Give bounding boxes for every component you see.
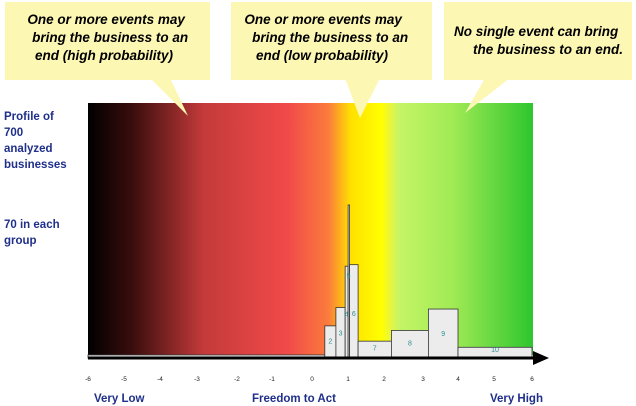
x-tick-label: 6 — [530, 376, 534, 383]
risk-gradient-background — [88, 103, 533, 355]
group-size-label: 70 in each group — [4, 219, 63, 247]
x-axis-right-end-label: Very High — [490, 393, 543, 405]
histogram-bars — [87, 204, 533, 359]
histogram-bar-label-2: 2 — [328, 339, 332, 346]
x-tick-label: 1 — [346, 376, 350, 383]
x-tick-label: 0 — [310, 376, 314, 383]
histogram-bar-9 — [427, 308, 459, 359]
x-axis-arrowhead — [533, 351, 549, 365]
x-axis-title: Freedom to Act — [252, 393, 336, 405]
x-tick-label: 2 — [382, 376, 386, 383]
histogram-bar-8 — [390, 330, 429, 359]
callout-no-single-event — [444, 2, 632, 113]
x-tick-label: -6 — [85, 376, 91, 383]
histogram-bar-label-4: 4 — [345, 312, 349, 319]
x-tick-label: -4 — [157, 376, 163, 383]
histogram-bar-label-10: 10 — [491, 347, 499, 354]
x-tick-label: 3 — [421, 376, 425, 383]
x-tick-label: -1 — [269, 376, 275, 383]
histogram-bar-label-3: 3 — [339, 330, 343, 337]
x-tick-label: -2 — [234, 376, 240, 383]
x-tick-label: 4 — [456, 376, 460, 383]
histogram-bar-label-6: 6 — [352, 311, 356, 318]
histogram-bar-label-8: 8 — [408, 341, 412, 348]
x-tick-label: -3 — [194, 376, 200, 383]
x-tick-labels: -6 -5 -4 -3 -2 -1 0 1 2 3 4 5 6 — [85, 376, 534, 383]
histogram-bar-labels: 23 4 5 6 7 8 9 10 — [328, 273, 499, 354]
x-tick-label: -5 — [121, 376, 127, 383]
callout-low-probability-text: One or more events may bring the busines… — [244, 12, 412, 63]
histogram-bar-label-9: 9 — [441, 331, 445, 338]
profile-label: Profile of 700 analyzed businesses — [4, 111, 67, 171]
histogram-bar-label-7: 7 — [373, 345, 377, 352]
callout-high-probability-text: One or more events may bring the busines… — [27, 12, 192, 63]
callout-no-single-event-text: No single event can bring the business t… — [454, 24, 623, 57]
x-tick-label: 5 — [492, 376, 496, 383]
callout-high-probability — [5, 2, 210, 116]
x-axis-left-end-label: Very Low — [94, 393, 145, 405]
histogram-bar-label-5: 5 — [347, 273, 351, 280]
callout-low-probability — [231, 2, 432, 118]
